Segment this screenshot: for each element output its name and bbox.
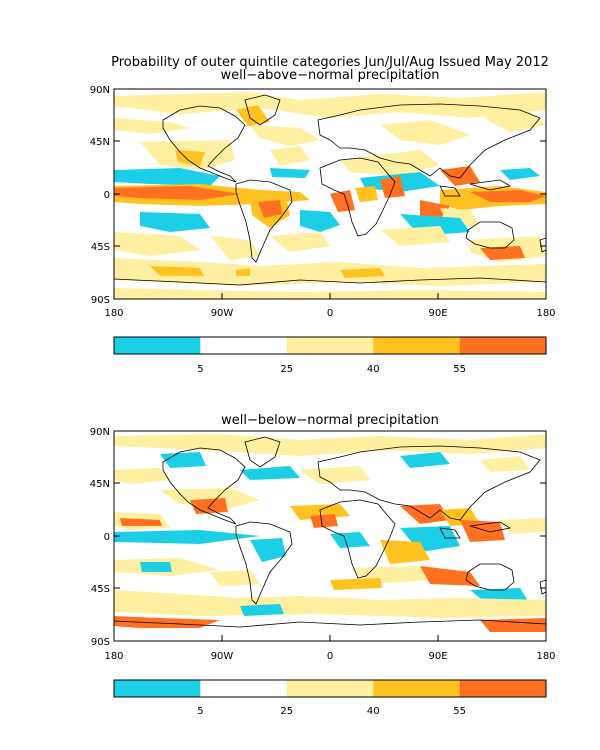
panel-1-ticks xyxy=(114,88,546,300)
panel-2-subtitle: well−below−normal precipitation xyxy=(221,413,439,428)
panel-2-lon-label-90w: 90W xyxy=(211,651,234,662)
panel-2-colorbar-label-55: 55 xyxy=(453,706,466,717)
panel-2-lon-label-180e: 180 xyxy=(536,651,555,662)
panel-1-lat-label-45s: 45S xyxy=(91,242,110,253)
panel-2-probability-shading xyxy=(114,434,546,632)
panel-1-lon-label-90e: 90E xyxy=(428,308,447,319)
panel-1-colorbar-label-55: 55 xyxy=(453,364,466,375)
panel-2-lon-label-180w: 180 xyxy=(104,651,123,662)
panel-2-lat-label-45n: 45N xyxy=(90,479,110,490)
panel-1-colorbar-label-40: 40 xyxy=(367,364,380,375)
panel-1-coastlines xyxy=(114,94,546,286)
panel-2-lat-label-0: 0 xyxy=(104,532,110,543)
panel-2-ticks xyxy=(114,430,546,642)
figure-title: Probability of outer quintile categories… xyxy=(111,55,549,70)
panel-2-colorbar-label-25: 25 xyxy=(280,706,293,717)
panel-2-colorbar-seg-5-25 xyxy=(200,680,287,697)
panel-1-subtitle: well−above−normal precipitation xyxy=(220,68,440,83)
panel-1-colorbar-label-25: 25 xyxy=(280,364,293,375)
panel-2-map-figure: 90N 45N 0 45S 90S 180 90W 0 90E 180 5 25… xyxy=(90,427,556,717)
panel-1-lat-label-90n: 90N xyxy=(90,85,110,96)
panel-1-lat-label-90s: 90S xyxy=(91,295,110,306)
panel-2-colorbar-frame xyxy=(113,679,547,698)
panel-1-colorbar: 5 25 40 55 xyxy=(113,336,547,375)
panel-1-map-figure: 90N 45N 0 45S 90S 180 90W 0 90E 180 5 25… xyxy=(90,85,556,375)
panel-1-colorbar-label-5: 5 xyxy=(197,364,203,375)
panel-2-colorbar-seg-40-55 xyxy=(373,680,460,697)
panel-2-colorbar-seg-below5 xyxy=(114,680,201,697)
panel-1-lon-label-180w: 180 xyxy=(104,308,123,319)
panel-2-lat-label-90s: 90S xyxy=(91,637,110,648)
panel-1-colorbar-seg-25-40 xyxy=(286,337,374,354)
panel-2-map: 90N 45N 0 45S 90S 180 90W 0 90E 180 xyxy=(90,427,556,662)
panel-1-colorbar-seg-40-55 xyxy=(373,337,460,354)
panel-1-lat-label-45n: 45N xyxy=(90,137,110,148)
panel-2-colorbar-label-5: 5 xyxy=(197,706,203,717)
panel-2-colorbar-seg-above55 xyxy=(459,680,546,697)
panel-2-lat-label-90n: 90N xyxy=(90,427,110,438)
panel-1-colorbar-seg-above55 xyxy=(459,337,546,354)
panel-2-colorbar: 5 25 40 55 xyxy=(113,679,547,717)
panel-2-colorbar-label-40: 40 xyxy=(367,706,380,717)
panel-2-coastlines xyxy=(114,436,546,628)
panel-1-map: 90N 45N 0 45S 90S 180 90W 0 90E 180 xyxy=(90,85,556,319)
panel-1-colorbar-frame xyxy=(113,336,547,355)
panel-2-lon-label-0: 0 xyxy=(327,651,333,662)
panel-1-colorbar-seg-5-25 xyxy=(200,337,287,354)
panel-2-colorbar-seg-25-40 xyxy=(286,680,374,697)
panel-1-lat-label-0: 0 xyxy=(104,190,110,201)
panel-1-probability-shading xyxy=(114,92,546,299)
panel-1-colorbar-seg-below5 xyxy=(114,337,201,354)
panel-1-lon-label-90w: 90W xyxy=(211,308,234,319)
panel-1-lon-label-180e: 180 xyxy=(536,308,555,319)
panel-2-lat-label-45s: 45S xyxy=(91,584,110,595)
panel-2-lon-label-90e: 90E xyxy=(428,651,447,662)
panel-1-lon-label-0: 0 xyxy=(327,308,333,319)
